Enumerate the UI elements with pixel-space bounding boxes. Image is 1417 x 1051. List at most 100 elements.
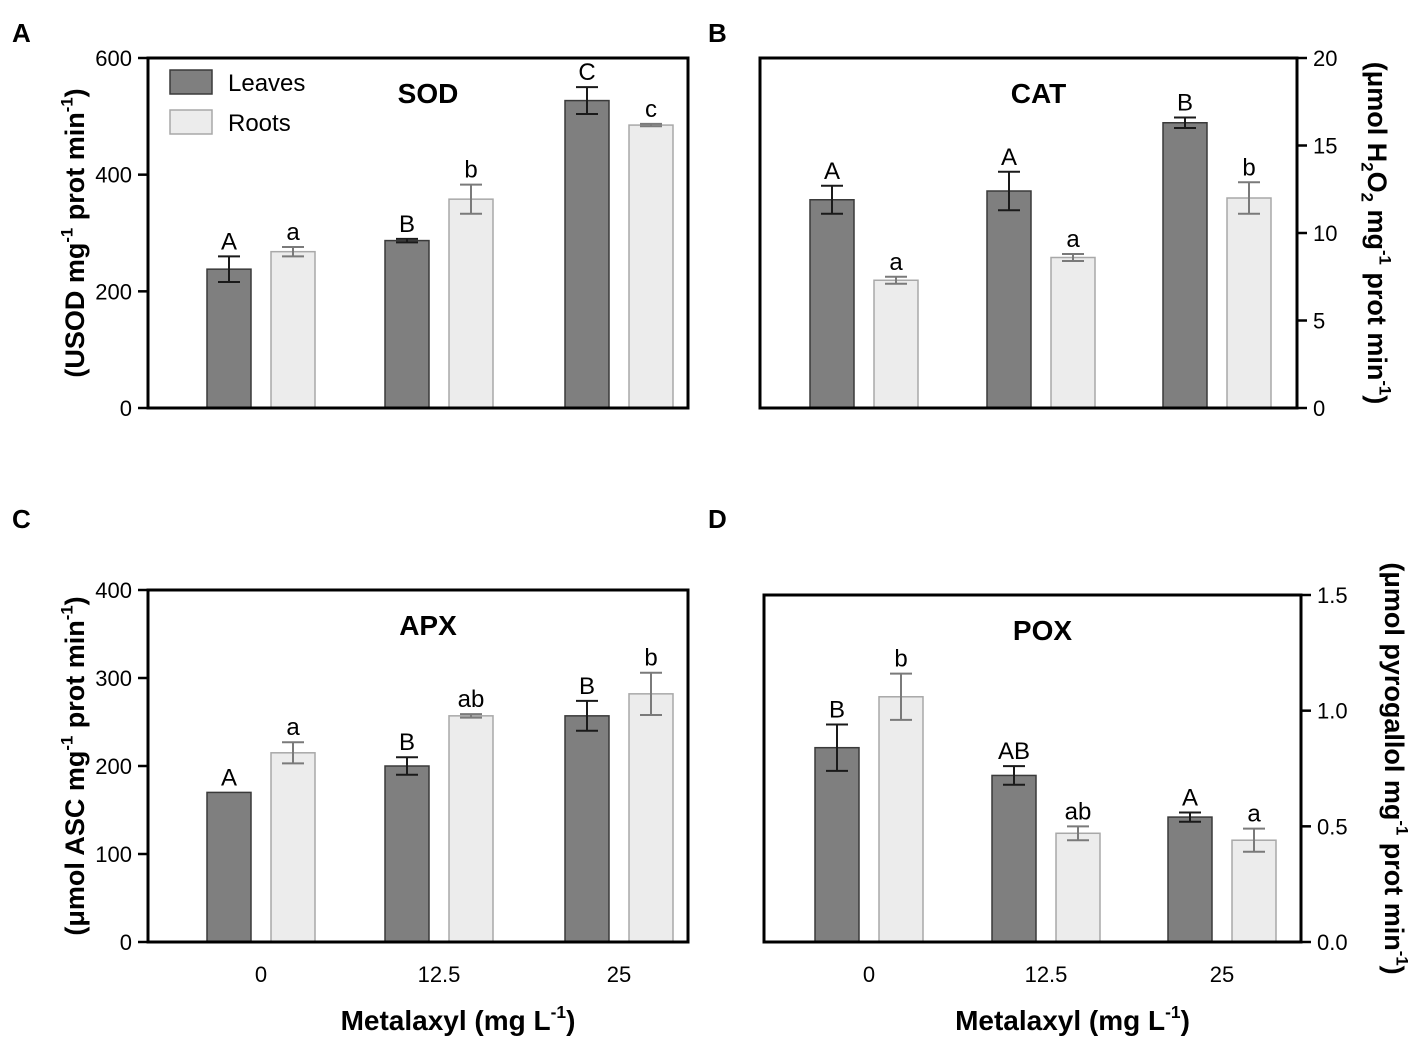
error-bar-leaves-12.5	[1003, 765, 1025, 786]
y-tick-label: 0.5	[1317, 814, 1348, 839]
y-axis-label-part: mg	[1362, 202, 1392, 250]
error-bar-leaves-12.5	[396, 237, 418, 244]
significance-label-roots-25: c	[645, 96, 657, 123]
bar-leaves-0	[814, 746, 860, 943]
error-bar-leaves-25	[576, 86, 598, 115]
y-axis-label-part: )	[1362, 395, 1392, 404]
y-tick-label: 200	[95, 279, 132, 304]
bar-leaves-12.5	[986, 190, 1032, 409]
bar-leaves-0	[206, 268, 252, 409]
y-axis-label-part: prot min	[60, 620, 90, 736]
bar-leaves-12.5	[384, 765, 430, 943]
bar-roots-12.5	[448, 198, 494, 409]
y-axis-label-part: -1	[1392, 820, 1411, 835]
y-axis-label-part: 2	[1357, 193, 1376, 202]
error-bar-leaves-0	[826, 723, 848, 772]
x-axis-label-part: Metalaxyl (mg L	[955, 1005, 1165, 1036]
y-axis-label-part: )	[1379, 966, 1409, 975]
bar-roots-25	[628, 124, 674, 409]
significance-label-leaves-25: B	[1177, 90, 1193, 117]
significance-label-leaves-0: A	[221, 764, 237, 791]
panel-letter-c: C	[12, 504, 31, 534]
bar-roots-0	[878, 696, 924, 943]
y-tick-label: 10	[1313, 221, 1337, 246]
significance-label-leaves-12.5: AB	[998, 738, 1030, 765]
y-axis-label-part: 2	[1357, 162, 1376, 171]
bar-roots-25	[1231, 839, 1277, 943]
x-tick-label-12.5: 12.5	[418, 962, 461, 987]
error-bar-leaves-0	[821, 184, 843, 215]
error-bar-leaves-25	[1174, 116, 1196, 129]
significance-label-roots-0: a	[286, 714, 300, 741]
y-axis-label-part: )	[60, 596, 90, 605]
y-tick-label: 0	[120, 930, 132, 955]
y-axis-label-b: (μmol H2O2 mg-1 prot min-1)	[1357, 62, 1394, 404]
significance-label-roots-12.5: ab	[1065, 798, 1092, 825]
bar-roots-0	[873, 279, 919, 409]
panel-letter-b: B	[708, 18, 727, 48]
x-axis-label-part: -1	[1165, 1002, 1181, 1022]
chart-title-apx: APX	[399, 610, 457, 641]
chart-title-cat: CAT	[1011, 78, 1066, 109]
y-tick-label: 100	[95, 842, 132, 867]
plot-frame	[146, 56, 690, 410]
error-bar-leaves-25	[576, 699, 598, 732]
bar-leaves-25	[564, 715, 610, 943]
x-axis-label: Metalaxyl (mg L-1)	[955, 1002, 1190, 1036]
error-bar-roots-0	[890, 672, 912, 721]
x-tick-label-25: 25	[607, 962, 631, 987]
significance-label-roots-12.5: ab	[458, 686, 485, 713]
error-bar-roots-0	[282, 741, 304, 765]
error-bar-roots-25	[640, 671, 662, 716]
error-bar-leaves-25	[1179, 811, 1201, 823]
y-axis-label-c: (μmol ASC mg-1 prot min-1)	[58, 596, 90, 935]
bar-roots-0	[270, 752, 316, 943]
legend-swatch-leaves	[169, 69, 213, 95]
significance-label-leaves-12.5: B	[399, 211, 415, 238]
panel-d: D B AB Ab ab a 0.0 0.5 1.0 1.5 0 12.5 25 POX (μmol pyr…	[708, 504, 1411, 1036]
plot-frame	[762, 593, 1303, 944]
y-axis-label-part: prot min	[1379, 835, 1409, 951]
x-axis-label-part: )	[566, 1005, 575, 1036]
y-axis-label-part: prot min	[60, 112, 90, 228]
y-tick-label: 0.0	[1317, 930, 1348, 955]
x-axis-label-part: Metalaxyl (mg L	[341, 1005, 551, 1036]
bar-roots-25	[1226, 197, 1272, 409]
significance-label-roots-0: a	[286, 219, 300, 246]
y-tick-label: 200	[95, 754, 132, 779]
bar-roots-0	[270, 250, 316, 409]
x-tick-label-0: 0	[255, 962, 267, 987]
significance-label-roots-25: b	[644, 645, 657, 672]
bar-roots-12.5	[1055, 832, 1101, 943]
y-axis-label-part: -1	[58, 97, 77, 112]
y-axis-label-part: O	[1362, 172, 1392, 193]
error-bar-leaves-12.5	[396, 756, 418, 776]
x-tick-label-0: 0	[863, 962, 875, 987]
bar-leaves-0	[809, 199, 855, 409]
significance-label-leaves-0: B	[829, 697, 845, 724]
bar-leaves-25	[1162, 122, 1208, 409]
y-tick-label: 400	[95, 578, 132, 603]
significance-label-leaves-0: A	[824, 158, 840, 185]
x-axis-label-part: -1	[551, 1002, 567, 1022]
y-axis-label-part: )	[60, 88, 90, 97]
bar-leaves-0	[206, 791, 252, 943]
significance-label-roots-0: b	[894, 646, 907, 673]
y-axis-label-part: (μmol H	[1362, 62, 1392, 163]
x-tick-label-12.5: 12.5	[1025, 962, 1068, 987]
significance-label-leaves-25: A	[1182, 784, 1198, 811]
panel-c: C A B Ba ab b 0 100 200 300 400 0 12.5 25 APX (μmol ASC…	[12, 504, 690, 1036]
y-axis-label-part: (μmol pyrogallol mg	[1379, 562, 1409, 820]
y-axis-label-part: -1	[1375, 250, 1394, 265]
chart-title-sod: SOD	[398, 78, 459, 109]
y-tick-label: 1.0	[1317, 699, 1348, 724]
bar-leaves-25	[1167, 816, 1213, 943]
y-tick-label: 15	[1313, 134, 1337, 159]
y-axis-label-part: -1	[1375, 380, 1394, 395]
y-tick-label: 300	[95, 666, 132, 691]
bar-roots-12.5	[1050, 256, 1096, 409]
chart-title-pox: POX	[1013, 615, 1072, 646]
significance-label-roots-12.5: b	[464, 157, 477, 184]
x-tick-label-25: 25	[1210, 962, 1234, 987]
